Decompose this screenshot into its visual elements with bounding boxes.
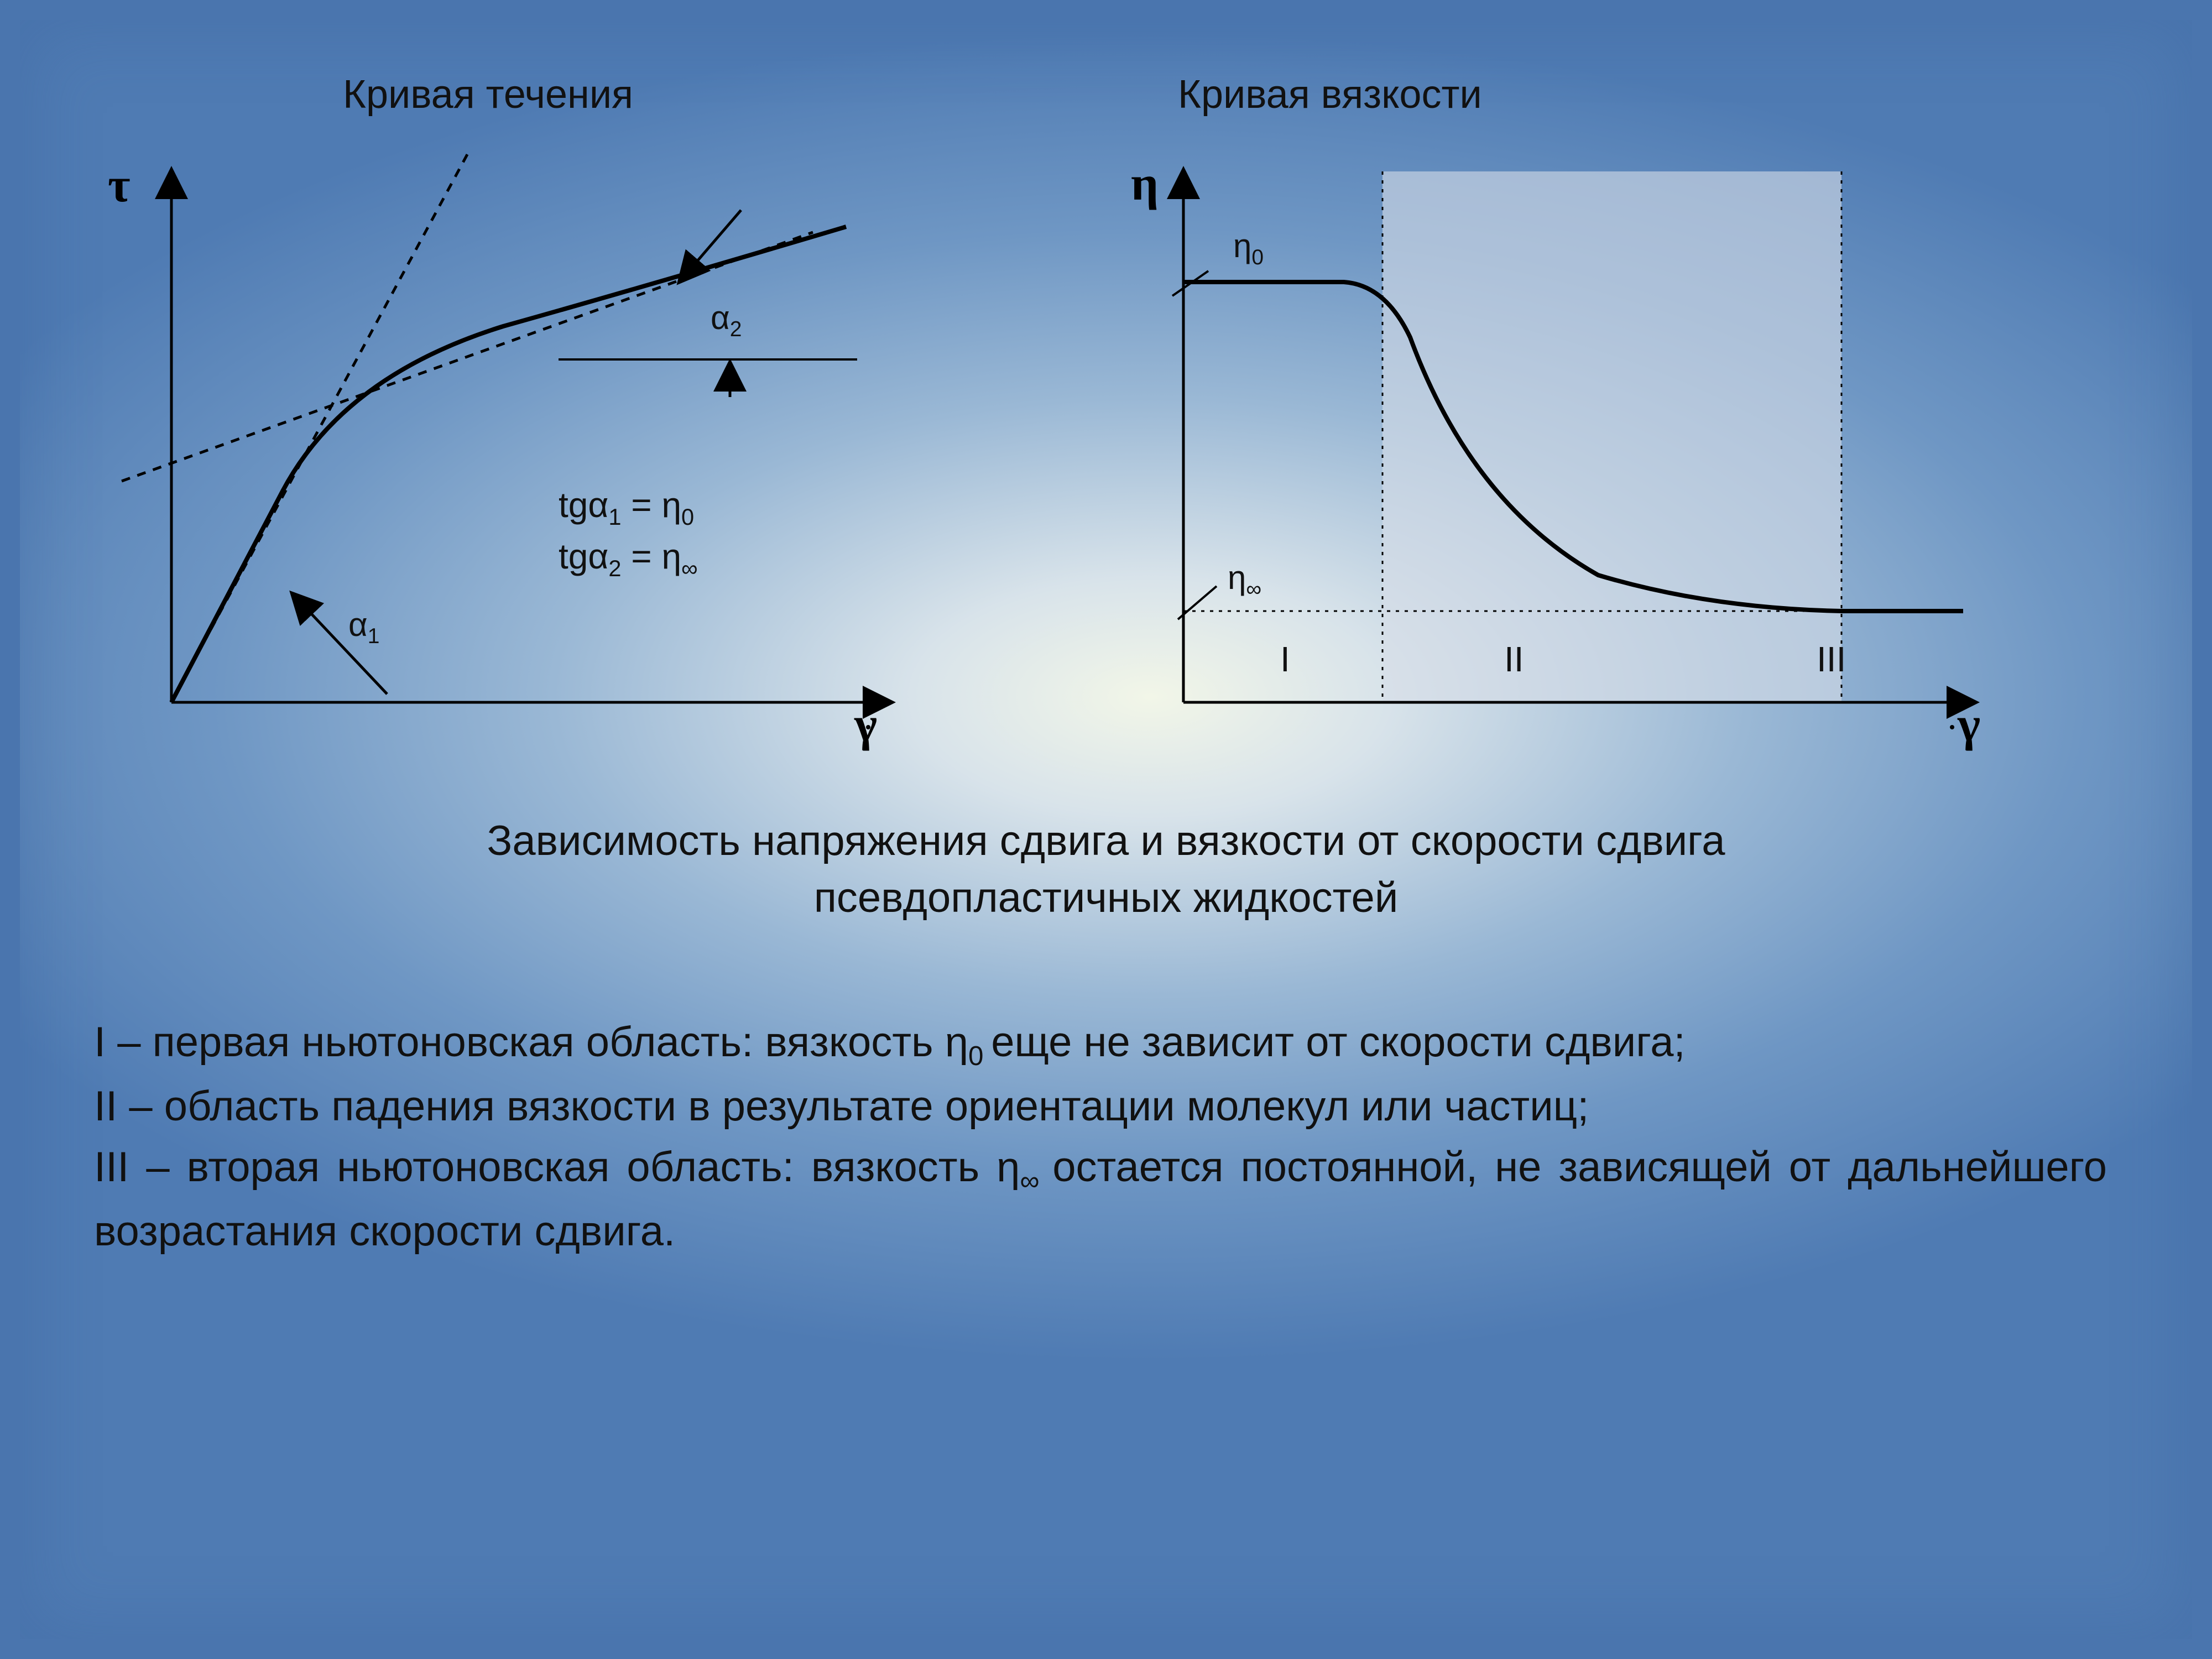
description-text: I – первая ньютоновская область: вязкост… [94,1012,2107,1262]
region-3-label: III [1817,639,1846,680]
flow-curve-chart [83,138,1023,802]
alpha1-label: α1 [348,606,379,649]
left-chart-title: Кривая течения [343,72,633,117]
right-chart-title: Кривая вязкости [1178,72,1482,117]
desc-region-1: I – первая ньютоновская область: вязкост… [94,1012,2107,1076]
right-x-axis-label: γ [1958,697,1980,753]
eta0-label: η0 [1233,227,1264,270]
left-y-axis-label: τ [108,158,131,213]
desc-region-3: III – вторая ньютоновская область: вязко… [94,1137,2107,1262]
slide: Кривая течения Кривая вязкости τ γ α1 [0,0,2212,1659]
region-1-label: I [1280,639,1290,680]
eta-inf-label: η∞ [1228,559,1261,602]
tangent-formulas: tgα1 = η0 tgα2 = η∞ [559,481,698,584]
alpha2-label: α2 [711,299,742,342]
desc-region-2: II – область падения вязкости в результа… [94,1076,2107,1137]
left-x-axis-label: γ [854,697,877,753]
right-y-axis-label: η [1131,156,1159,212]
figure-caption: Зависимость напряжения сдвига и вязкости… [0,813,2212,926]
region-2-label: II [1504,639,1524,680]
